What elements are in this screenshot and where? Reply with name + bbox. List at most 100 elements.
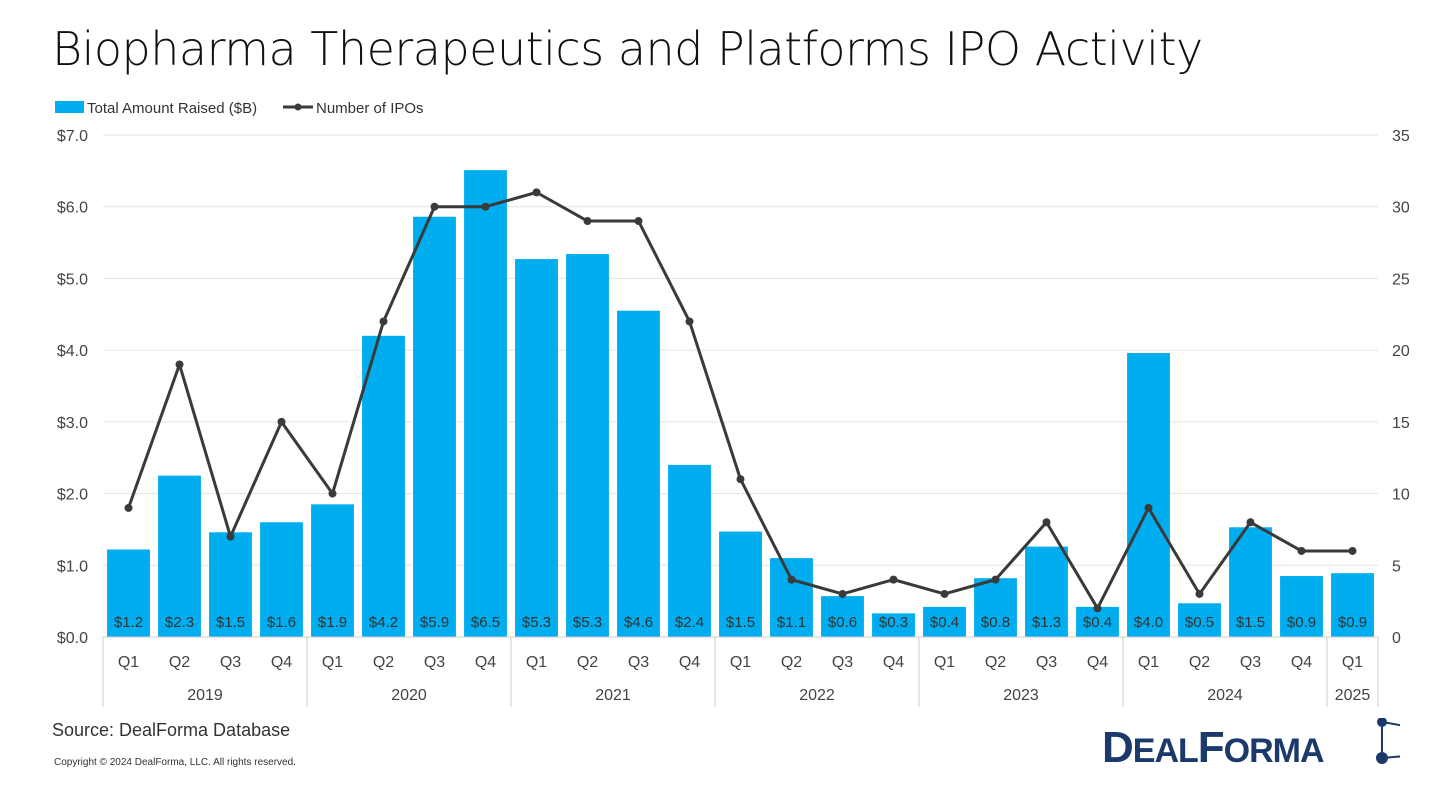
left-axis-tick: $1.0 [57,558,88,575]
quarter-label: Q2 [169,654,190,671]
svg-text:DEALFORMA: DEALFORMA [1102,723,1324,768]
bar [1025,546,1068,637]
bar-data-label: $0.3 [879,614,908,631]
ipo-count-point [1144,503,1153,512]
ipo-count-point [1348,546,1357,555]
bar-data-label: $5.9 [420,614,449,631]
ipo-count-point [787,575,796,584]
quarter-label: Q1 [1138,654,1159,671]
quarter-label: Q2 [781,654,802,671]
year-label: 2021 [595,687,631,704]
right-axis-tick: 10 [1392,487,1410,504]
right-axis-tick: 20 [1392,343,1410,360]
bar-data-label: $1.6 [267,614,296,631]
ipo-count-point [124,503,133,512]
quarter-label: Q1 [730,654,751,671]
quarter-label: Q3 [424,654,445,671]
bar [617,310,660,637]
bar [1127,353,1170,637]
bar-data-label: $1.3 [1032,614,1061,631]
bar [158,475,201,637]
quarter-label: Q4 [475,654,496,671]
bar-data-label: $0.8 [981,614,1010,631]
ipo-count-point [634,217,643,226]
left-axis-tick: $5.0 [57,271,88,288]
quarter-label: Q2 [1189,654,1210,671]
bar-data-label: $1.5 [216,614,245,631]
bar [821,596,864,637]
ipo-count-point [1195,589,1204,598]
quarter-label: Q4 [679,654,700,671]
bar [974,578,1017,637]
quarter-label: Q2 [373,654,394,671]
right-axis-tick: 0 [1392,630,1401,647]
year-label: 2024 [1207,687,1243,704]
bar-data-label: $0.4 [930,614,959,631]
bar-data-label: $1.5 [726,614,755,631]
quarter-label: Q4 [1087,654,1108,671]
bar [1331,573,1374,637]
quarter-label: Q3 [832,654,853,671]
quarter-label: Q1 [1342,654,1363,671]
bar [515,259,558,637]
legend-line-marker [294,103,302,111]
ipo-count-point [583,217,592,226]
bar-data-label: $1.1 [777,614,806,631]
bar-data-label: $0.5 [1185,614,1214,631]
ipo-count-point [889,575,898,584]
quarter-label: Q4 [271,654,292,671]
ipo-count-point [1297,546,1306,555]
year-label: 2025 [1335,687,1371,704]
bar-data-label: $4.6 [624,614,653,631]
bar-data-label: $5.3 [573,614,602,631]
ipo-count-point [226,532,235,541]
chart-title: Biopharma Therapeutics and Platforms IPO… [52,22,1203,76]
ipo-count-point [838,589,847,598]
left-axis-tick: $4.0 [57,343,88,360]
chart: $0.0 $1.0 $2.0 $3.0 $4.0 $5.0 $6.0 $7.0 0 5 10 15 20… [55,100,1410,707]
ipo-count-point [481,202,490,211]
legend-bar-label: Total Amount Raised ($B) [87,100,257,117]
bar [362,335,405,637]
bar [1178,603,1221,637]
quarter-label: Q4 [883,654,904,671]
year-label: 2023 [1003,687,1039,704]
legend-bar-swatch [55,101,84,113]
ipo-count-point [736,475,745,484]
right-axis-tick: 35 [1392,128,1410,145]
left-axis-tick: $2.0 [57,487,88,504]
year-label: 2022 [799,687,835,704]
bar [872,613,915,637]
ipo-count-point [430,202,439,211]
quarter-label: Q3 [1036,654,1057,671]
bar [566,254,609,637]
bar-data-label: $0.9 [1338,614,1367,631]
quarter-label: Q3 [220,654,241,671]
bar-data-label: $1.5 [1236,614,1265,631]
left-axis-tick: $7.0 [57,128,88,145]
ipo-count-point [940,589,949,598]
bar-data-label: $2.3 [165,614,194,631]
ipo-count-point [1093,604,1102,613]
quarter-label: Q1 [118,654,139,671]
right-axis-tick: 30 [1392,200,1410,217]
ipo-count-point [1042,518,1051,527]
legend-line-label: Number of IPOs [316,100,424,117]
right-axis-tick: 15 [1392,415,1410,432]
quarter-label: Q1 [526,654,547,671]
ipo-count-point [685,317,694,326]
source-note: Source: DealForma Database [52,720,291,740]
left-axis-tick: $3.0 [57,415,88,432]
bar-data-label: $4.2 [369,614,398,631]
quarter-label: Q1 [322,654,343,671]
bar-data-label: $1.2 [114,614,143,631]
quarter-label: Q2 [577,654,598,671]
ipo-count-point [277,417,286,426]
right-axis-tick: 25 [1392,271,1410,288]
quarter-label: Q1 [934,654,955,671]
bar-data-label: $4.0 [1134,614,1163,631]
quarter-label: Q3 [628,654,649,671]
bar-data-label: $0.4 [1083,614,1112,631]
bar [260,522,303,637]
